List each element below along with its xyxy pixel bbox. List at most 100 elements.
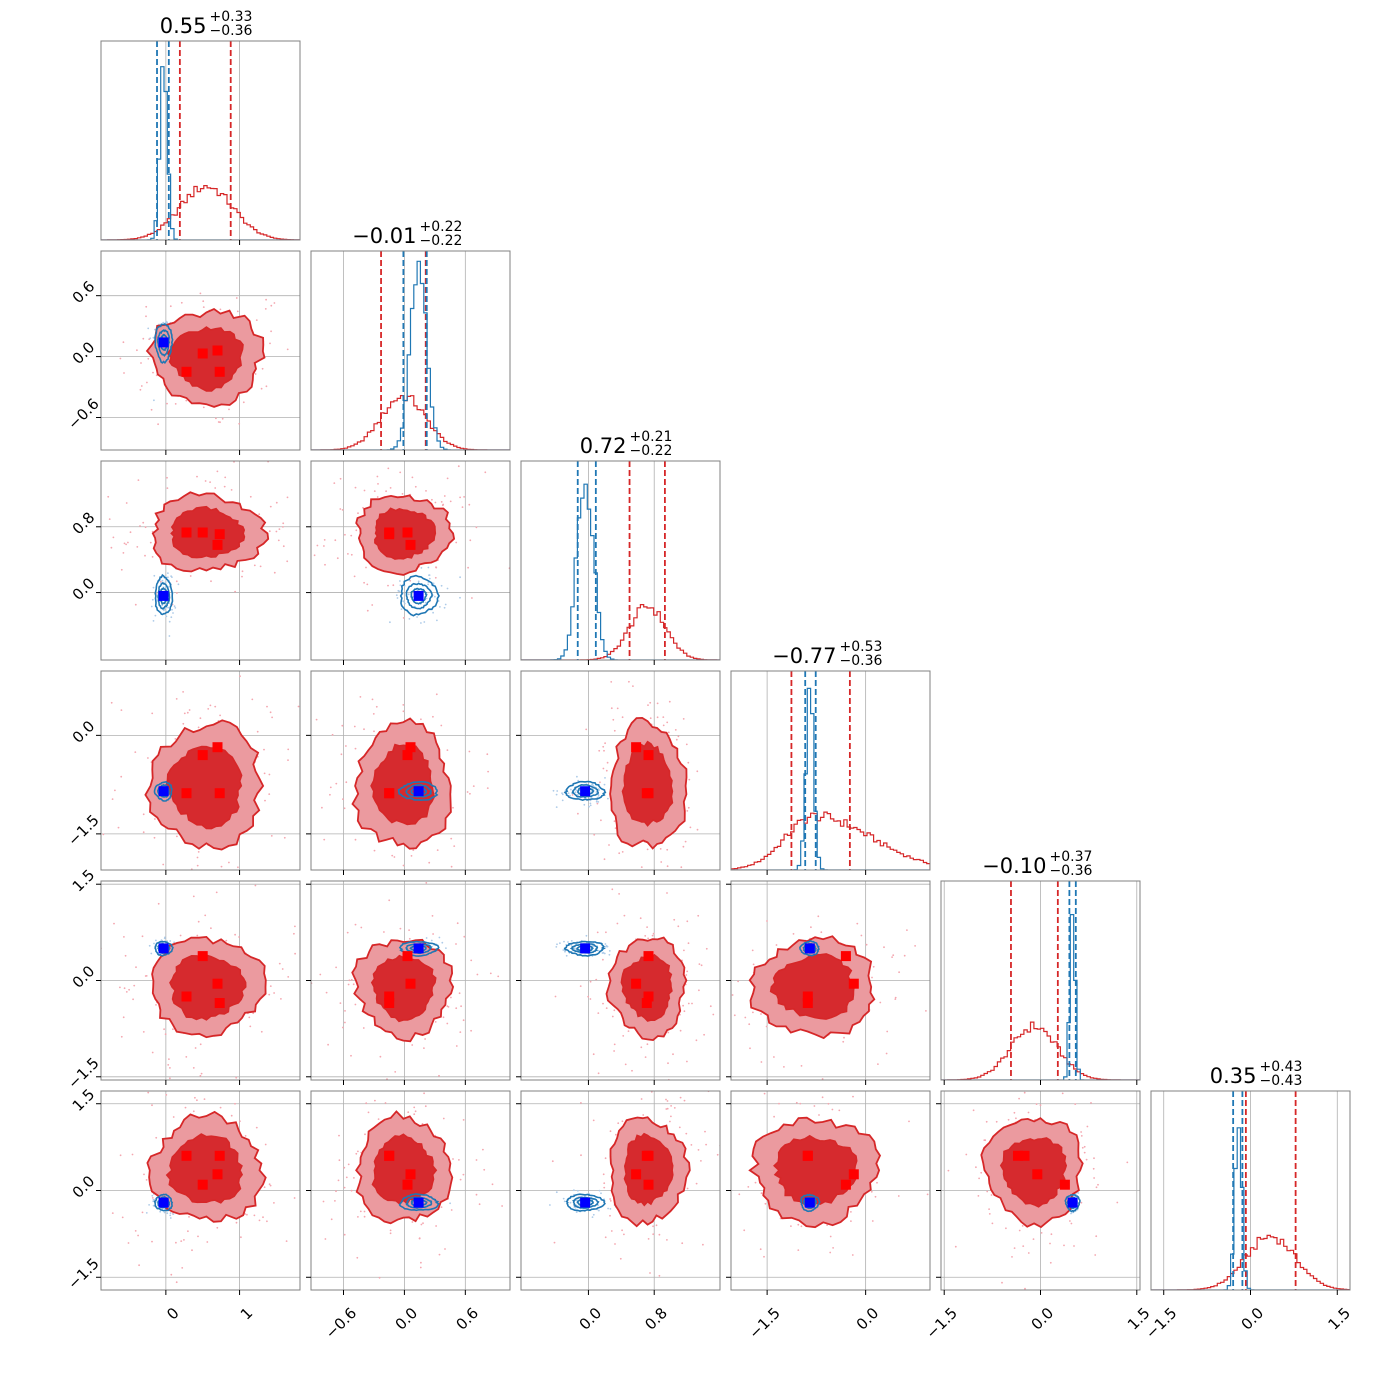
sample-point-red (442, 1016, 445, 1019)
sample-point-blue (577, 779, 580, 782)
sample-point-red (325, 991, 328, 994)
sample-point-red (1061, 1065, 1063, 1067)
sample-point-red (266, 705, 268, 708)
marker-red (405, 539, 416, 550)
sample-point-red (615, 1133, 617, 1136)
sample-point-red (914, 945, 916, 947)
x-tick-label: 0 (163, 1304, 182, 1323)
sample-point-red (324, 1238, 327, 1240)
sample-point-red (378, 1276, 381, 1279)
sample-point-red (196, 856, 199, 859)
x-tick-label: −1.5 (745, 1304, 783, 1342)
sample-point-red (682, 718, 685, 720)
x-tick-label: −1.5 (922, 1304, 960, 1342)
sample-point-red (915, 1099, 917, 1101)
sample-point-red (268, 993, 271, 996)
sample-point-red (435, 1225, 437, 1227)
sample-point-red (754, 1181, 757, 1184)
panel-4-4 (940, 880, 1141, 1085)
sample-point-red (655, 1224, 658, 1227)
sample-point-red (331, 385, 333, 387)
sample-point-red (143, 1173, 145, 1176)
sample-point-red (727, 1019, 729, 1021)
sample-point-blue (428, 574, 431, 576)
sample-point-red (431, 498, 433, 501)
sample-point-red (613, 729, 616, 732)
sample-point-red (120, 1035, 123, 1038)
sample-point-red (375, 896, 377, 898)
sample-point-red (811, 1084, 813, 1086)
sample-point-red (1018, 1229, 1021, 1232)
sample-point-red (1083, 1145, 1086, 1148)
sample-point-red (110, 546, 113, 549)
sample-point-red (335, 1190, 337, 1193)
contour-blue (405, 943, 433, 955)
param-title-5: 0.35 +0.43−0.43 (1210, 1059, 1303, 1089)
sample-point-red (234, 590, 237, 593)
sample-point-red (373, 730, 375, 733)
sample-point-red (428, 861, 431, 864)
sample-point-blue (167, 606, 169, 609)
sample-point-red (254, 884, 257, 887)
sample-point-blue (432, 611, 434, 614)
sample-point-red (363, 728, 365, 731)
sample-point-red (646, 926, 648, 928)
sample-point-blue (151, 1194, 154, 1197)
sample-point-blue (562, 949, 565, 951)
marker-red (384, 991, 395, 1002)
sample-point-red (327, 1043, 329, 1046)
sample-point-red (740, 1162, 742, 1164)
sample-point-red (475, 1159, 478, 1161)
contour-blue (156, 329, 171, 357)
sample-point-red (872, 965, 875, 968)
sample-point-red (127, 541, 129, 544)
marker-red (631, 1169, 642, 1180)
sample-point-red (411, 1221, 414, 1223)
sample-point-red (337, 795, 339, 797)
sample-point-red (452, 1158, 454, 1160)
sample-point-red (898, 971, 900, 974)
sample-point-blue (607, 797, 609, 800)
sample-point-red (700, 964, 703, 967)
sample-point-red (438, 917, 440, 919)
sample-point-red (832, 1247, 834, 1249)
param-title-4: −0.10 +0.37−0.36 (982, 849, 1092, 879)
sample-point-red (623, 914, 626, 917)
sample-point-red (603, 858, 606, 861)
sample-point-red (94, 558, 96, 560)
sample-point-red (264, 1143, 267, 1146)
sample-point-red (163, 1028, 165, 1031)
sample-point-red (194, 1096, 196, 1099)
sample-point-red (580, 1102, 582, 1104)
sample-point-red (141, 1211, 144, 1214)
sample-point-blue (173, 941, 175, 944)
sample-point-red (462, 1119, 465, 1121)
sample-point-red (713, 913, 715, 915)
sample-point-red (698, 989, 700, 992)
sample-point-red (897, 1195, 900, 1197)
sample-point-red (344, 1021, 346, 1024)
sample-point-red (253, 564, 256, 567)
sample-point-red (293, 932, 295, 935)
sample-point-blue (420, 567, 423, 569)
sample-point-red (709, 1005, 712, 1008)
sample-point-red (965, 1153, 968, 1156)
sample-point-red (695, 1039, 698, 1042)
sample-point-blue (160, 939, 163, 942)
sample-point-red (202, 406, 205, 409)
sample-point-blue (583, 803, 586, 806)
sample-point-blue (569, 794, 571, 797)
sample-point-red (696, 770, 699, 773)
sample-point-red (246, 1213, 248, 1216)
sample-point-red (258, 1219, 261, 1222)
x-tick-label: −1.5 (1142, 1304, 1180, 1342)
sample-point-red (1021, 1225, 1024, 1227)
sample-point-red (938, 975, 940, 977)
sample-point-blue (389, 621, 391, 624)
sample-point-red (649, 1272, 651, 1274)
sample-point-red (757, 878, 759, 880)
sample-point-red (392, 584, 395, 587)
sample-point-red (402, 617, 405, 619)
sample-point-red (800, 1225, 803, 1228)
sample-point-red (123, 372, 125, 374)
